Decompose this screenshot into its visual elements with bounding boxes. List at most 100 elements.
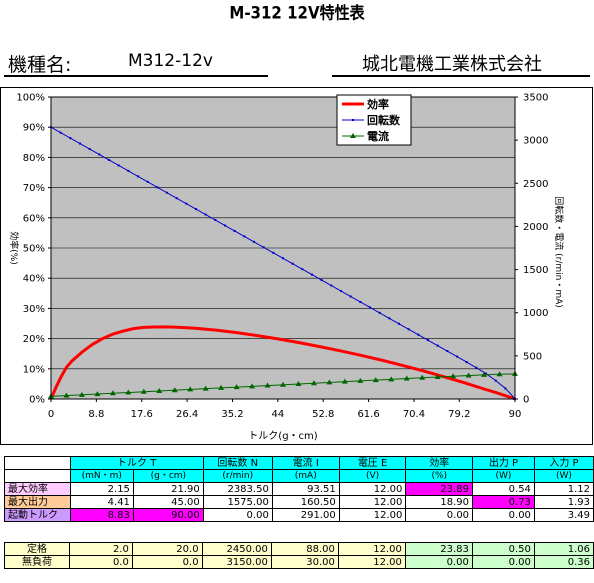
y-left-tick-label: 50% <box>23 244 45 255</box>
row-label: 定格 <box>3 542 71 556</box>
chart-frame <box>0 87 593 445</box>
current-point <box>465 372 472 378</box>
speed-point <box>330 284 333 287</box>
legend-label-speed: 回転数 <box>367 113 401 127</box>
header-voltage: 電圧 E <box>338 456 407 470</box>
speed-point <box>427 339 429 342</box>
cell-input: 0.36 <box>533 555 594 569</box>
cell-current: 291.00 <box>271 508 340 522</box>
speed-point <box>340 290 342 293</box>
cell-speed: 2383.50 <box>202 482 273 496</box>
y-right-tick-label: 1000 <box>523 308 548 319</box>
speed-point <box>224 224 226 227</box>
speed-point <box>137 175 139 178</box>
y-left-label: 効率(%) <box>8 231 20 265</box>
table-row-rated: 定格 2.0 20.0 2450.00 88.00 12.00 23.83 0.… <box>3 542 594 556</box>
x-tick-label: 26.4 <box>176 409 198 420</box>
cell-output: 0.00 <box>472 508 535 522</box>
speed-point <box>282 257 284 260</box>
current-point <box>496 371 503 377</box>
current-point <box>419 374 426 380</box>
cell-current: 160.50 <box>271 495 340 509</box>
cell-efficiency: 0.00 <box>405 508 474 522</box>
current-point <box>295 380 302 386</box>
speed-point <box>417 333 420 336</box>
characteristics-table: トルク T 回転数 N 電流 I 電圧 E 効率 出力 P 入力 P (mN・m… <box>4 456 594 522</box>
cell-torque-mn: 2.15 <box>69 482 134 496</box>
cell-efficiency: 0.00 <box>404 555 473 569</box>
cell-current: 30.00 <box>270 555 339 569</box>
legend-label-efficiency: 効率 <box>367 97 389 111</box>
speed-point <box>214 219 217 222</box>
table-row-max-efficiency: 最大効率 2.15 21.90 2383.50 93.51 12.00 23.8… <box>4 482 594 496</box>
current-point <box>187 386 194 392</box>
cell-voltage: 12.00 <box>338 482 407 496</box>
x-tick-label: 0 <box>48 409 54 420</box>
speed-point <box>436 344 439 347</box>
speed-point <box>301 268 304 271</box>
current-point <box>310 380 317 386</box>
x-tick-label: 79.2 <box>448 409 470 420</box>
cell-torque-mn: 8.83 <box>69 508 134 522</box>
y-left-ticks: 0% 10% 20% 30% 40% 50% 60% 70% 80% 90% 100% <box>16 93 51 406</box>
y-left-tick-label: 70% <box>23 183 45 194</box>
current-point <box>341 378 348 384</box>
header-input: 入力 P <box>533 456 594 470</box>
speed-point <box>166 191 168 194</box>
speed-point <box>465 361 468 364</box>
current-point <box>94 391 101 397</box>
current-point <box>450 373 457 379</box>
header-output: 出力 P <box>472 456 535 470</box>
speed-point <box>446 350 449 353</box>
chart-legend: 効率 回転数 電流 <box>336 94 412 146</box>
series-lines <box>48 126 518 401</box>
current-point <box>78 391 85 397</box>
current-point <box>202 385 209 391</box>
unit-voltage: (V) <box>338 469 407 483</box>
current-point <box>125 389 132 395</box>
header-corner <box>4 456 71 470</box>
cell-efficiency: 23.83 <box>404 542 473 556</box>
cell-torque-mn: 2.0 <box>69 542 133 556</box>
header-speed: 回転数 N <box>202 456 273 470</box>
cell-current: 93.51 <box>271 482 340 496</box>
speed-point <box>253 240 255 243</box>
x-axis-ticks: 0 8.8 17.6 26.4 35.2 44 52.8 61.6 70.4 79.2 90 <box>48 399 521 420</box>
cell-efficiency: 18.90 <box>405 495 474 509</box>
cell-torque-g: 45.00 <box>132 495 204 509</box>
speed-point <box>204 213 207 216</box>
header-efficiency: 効率 <box>405 456 474 470</box>
speed-point <box>475 366 478 369</box>
cell-speed: 2450.00 <box>201 542 272 556</box>
cell-torque-g: 20.0 <box>131 542 203 556</box>
cell-efficiency: 23.89 <box>405 482 474 496</box>
speed-point <box>69 137 72 140</box>
y-left-tick-label: 30% <box>23 304 45 315</box>
speed-point <box>127 169 130 172</box>
cell-voltage: 12.00 <box>337 555 406 569</box>
header-current: 電流 I <box>271 456 340 470</box>
series-line-回転数 <box>50 126 516 400</box>
rated-spec-table: 定格 2.0 20.0 2450.00 88.00 12.00 23.83 0.… <box>3 542 594 569</box>
unit-speed: (r/min) <box>202 469 273 483</box>
current-point <box>264 382 271 388</box>
y-right-tick-label: 1500 <box>523 265 548 276</box>
current-point <box>280 381 286 387</box>
cell-voltage: 12.00 <box>338 508 407 522</box>
y-right-ticks: 0 500 1000 1500 2000 2500 3000 3500 <box>515 93 548 406</box>
cell-torque-mn: 4.41 <box>69 495 134 509</box>
speed-point <box>185 202 188 205</box>
cell-torque-mn: 0.0 <box>69 555 133 569</box>
speed-point <box>311 273 313 276</box>
y-left-tick-label: 20% <box>23 334 45 345</box>
cell-output: 0.00 <box>471 555 535 569</box>
unit-output: (W) <box>472 469 535 483</box>
speed-point <box>359 300 362 303</box>
speed-point <box>156 186 159 189</box>
plot-border <box>50 96 516 400</box>
model-label: 機種名: <box>8 54 72 76</box>
x-axis-label: トルク(g・cm) <box>248 430 317 442</box>
company-name: 城北電機工業株式会社 <box>362 54 542 75</box>
row-label: 起動トルク <box>4 508 71 522</box>
speed-point <box>494 379 497 382</box>
